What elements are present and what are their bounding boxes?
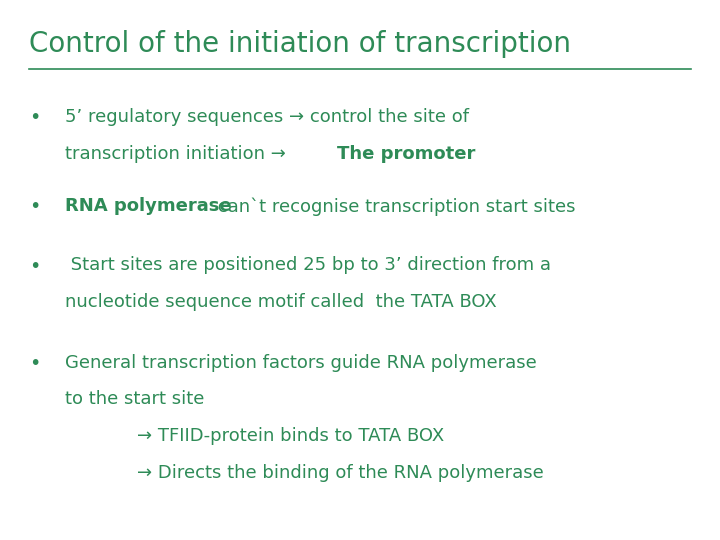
- Text: •: •: [29, 197, 40, 216]
- Text: •: •: [29, 108, 40, 127]
- Text: The promoter: The promoter: [337, 145, 475, 163]
- Text: to the start site: to the start site: [65, 390, 204, 408]
- Text: 5’ regulatory sequences → control the site of: 5’ regulatory sequences → control the si…: [65, 108, 469, 126]
- Text: Start sites are positioned 25 bp to 3’ direction from a: Start sites are positioned 25 bp to 3’ d…: [65, 256, 551, 274]
- Text: Control of the initiation of transcription: Control of the initiation of transcripti…: [29, 30, 571, 58]
- Text: can`t recognise transcription start sites: can`t recognise transcription start site…: [212, 197, 576, 215]
- Text: General transcription factors guide RNA polymerase: General transcription factors guide RNA …: [65, 354, 536, 372]
- Text: → TFIID-protein binds to TATA BOX: → TFIID-protein binds to TATA BOX: [137, 427, 444, 445]
- Text: RNA polymerase: RNA polymerase: [65, 197, 231, 215]
- Text: → Directs the binding of the RNA polymerase: → Directs the binding of the RNA polymer…: [137, 464, 544, 482]
- Text: transcription initiation →: transcription initiation →: [65, 145, 292, 163]
- Text: •: •: [29, 256, 40, 275]
- Text: •: •: [29, 354, 40, 373]
- Text: nucleotide sequence motif called  the TATA BOX: nucleotide sequence motif called the TAT…: [65, 293, 497, 311]
